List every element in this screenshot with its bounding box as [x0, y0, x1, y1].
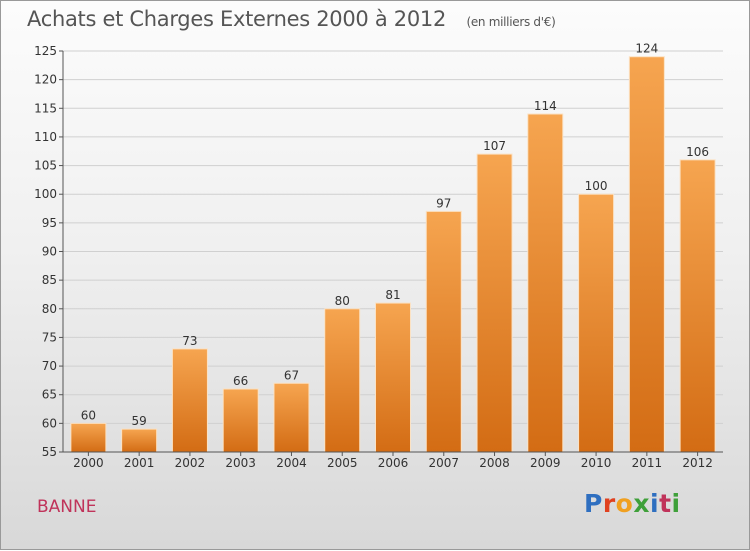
y-tick-label: 90 — [42, 245, 57, 259]
x-tick-label: 2007 — [428, 456, 459, 470]
data-label: 107 — [483, 139, 506, 153]
y-tick-label: 115 — [34, 101, 57, 115]
x-tick-label: 2011 — [632, 456, 663, 470]
data-label: 80 — [335, 294, 350, 308]
data-label: 124 — [635, 42, 658, 56]
data-label: 66 — [233, 374, 248, 388]
y-tick-label: 55 — [42, 445, 57, 459]
bars — [70, 56, 716, 453]
y-tick-label: 105 — [34, 159, 57, 173]
y-tick-label: 70 — [42, 359, 57, 373]
bar — [679, 159, 716, 453]
chart-unit-label: (en milliers d'€) — [466, 15, 556, 29]
bar — [578, 193, 615, 453]
bar — [222, 388, 259, 453]
x-tick-label: 2001 — [124, 456, 155, 470]
data-label: 73 — [182, 334, 197, 348]
logo-letter: r — [602, 489, 616, 518]
bar — [121, 428, 158, 453]
y-tick-label: 100 — [34, 187, 57, 201]
bar — [324, 308, 361, 453]
x-tick-label: 2002 — [175, 456, 206, 470]
data-label: 100 — [585, 179, 608, 193]
logo-letter: x — [633, 489, 650, 518]
logo-letter: i — [671, 489, 681, 518]
y-tick-label: 110 — [34, 130, 57, 144]
y-tick-label: 65 — [42, 388, 57, 402]
logo-letter: o — [615, 489, 634, 518]
commune-name: BANNE — [37, 497, 97, 517]
bar — [425, 210, 462, 453]
y-tick-label: 60 — [42, 416, 57, 430]
bar — [273, 382, 310, 453]
data-label: 60 — [81, 408, 96, 422]
x-tick-label: 2006 — [378, 456, 409, 470]
x-tick-label: 2004 — [276, 456, 307, 470]
x-tick-label: 2010 — [581, 456, 612, 470]
bar — [70, 422, 107, 453]
x-tick-label: 2005 — [327, 456, 358, 470]
chart-title-text: Achats et Charges Externes 2000 à 2012 — [27, 7, 447, 31]
y-tick-label: 125 — [34, 44, 57, 58]
y-tick-label: 75 — [42, 330, 57, 344]
y-axis: 55 60 65 70 75 80 85 90 95 100 105 110 115 120 125 — [34, 44, 64, 459]
logo-letter: P — [584, 489, 603, 518]
bar — [476, 153, 513, 453]
chart-title: Achats et Charges Externes 2000 à 2012 (… — [27, 7, 556, 31]
x-tick-label: 2009 — [530, 456, 561, 470]
proxiti-logo: Proxiti — [584, 489, 681, 518]
bar — [527, 113, 564, 453]
x-tick-label: 2003 — [225, 456, 256, 470]
logo-letter: t — [659, 489, 672, 518]
bar — [628, 56, 665, 453]
data-label: 114 — [534, 99, 557, 113]
y-tick-label: 85 — [42, 273, 57, 287]
y-tick-label: 120 — [34, 73, 57, 87]
data-labels: 60 59 73 66 67 80 81 97 107 114 100 124 106 — [81, 42, 709, 428]
data-label: 106 — [686, 145, 709, 159]
x-axis: 2000 2001 2002 2003 2004 2005 2006 2007 2008 2009… — [63, 451, 723, 470]
x-tick-label: 2008 — [479, 456, 510, 470]
data-label: 67 — [284, 368, 299, 382]
bar — [375, 302, 411, 453]
logo-letter: i — [650, 489, 660, 518]
data-label: 59 — [132, 414, 147, 428]
y-tick-label: 95 — [42, 216, 57, 230]
y-tick-label: 80 — [42, 302, 57, 316]
data-label: 81 — [385, 288, 400, 302]
x-tick-label: 2012 — [682, 456, 713, 470]
data-label: 97 — [436, 196, 451, 210]
x-tick-label: 2000 — [73, 456, 104, 470]
bar — [171, 348, 208, 453]
